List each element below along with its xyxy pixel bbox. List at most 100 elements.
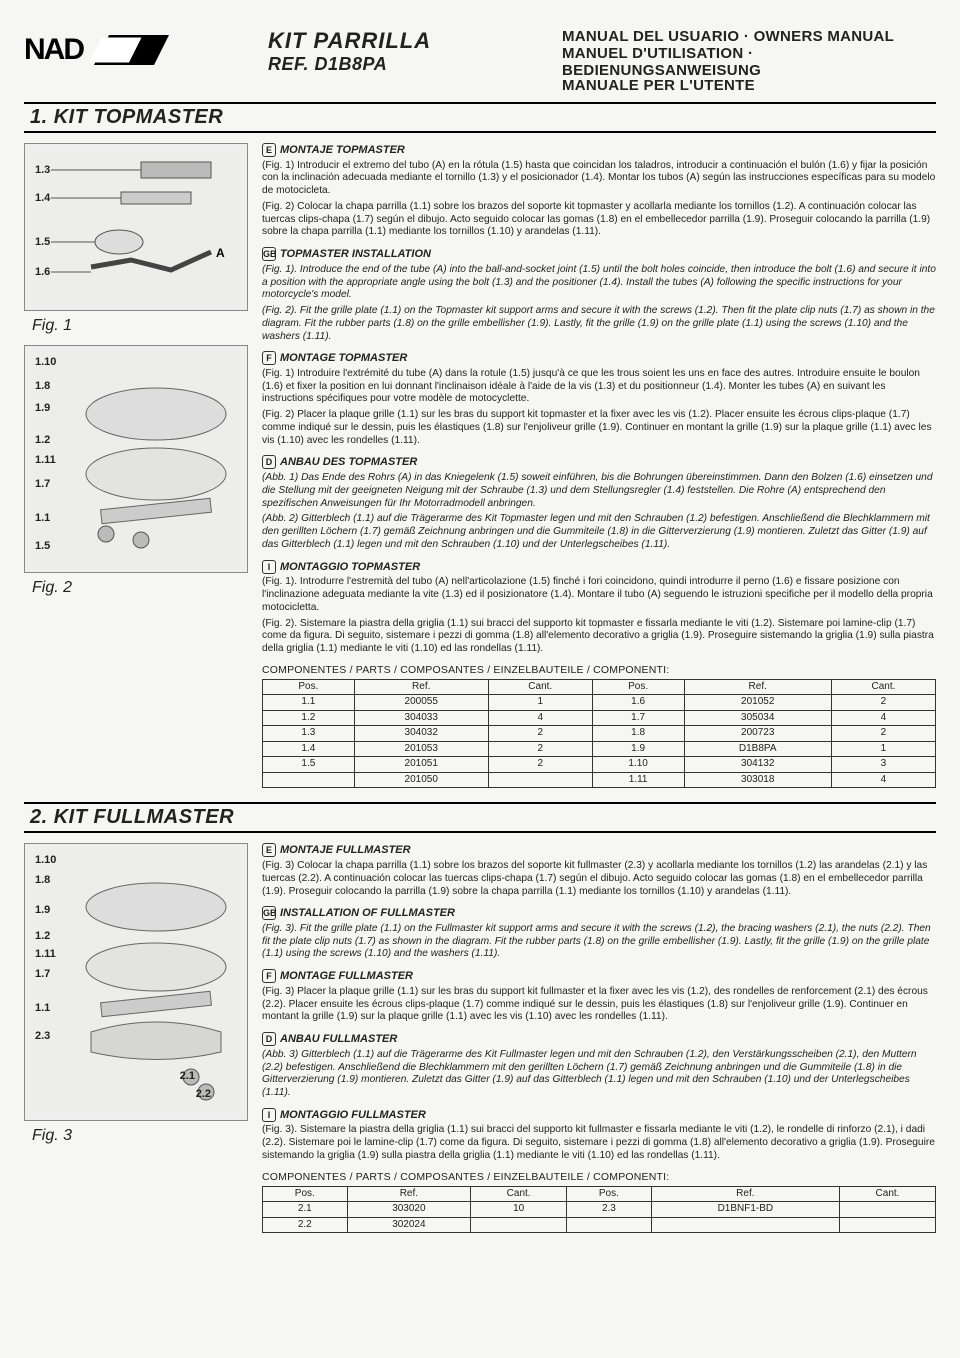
table-row: 1.420105321.9D1B8PA1 xyxy=(263,741,936,757)
lang-es-icon: E xyxy=(262,143,276,157)
svg-text:A: A xyxy=(216,246,225,260)
fig3-ref-1-1: 1.1 xyxy=(35,1002,50,1014)
lang-en-icon: GB xyxy=(262,906,276,920)
fig2-ref-1-9: 1.9 xyxy=(35,402,50,414)
s1-it-hdr: MONTAGGIO TOPMASTER xyxy=(280,561,420,573)
section2-header: 2. KIT FULLMASTER xyxy=(24,802,936,833)
s1-parts-table: Pos. Ref. Cant. Pos. Ref. Cant. 1.120005… xyxy=(262,679,936,789)
s2-es-hdr: MONTAJE FULLMASTER xyxy=(280,844,411,856)
figure-1-label: Fig. 1 xyxy=(32,317,248,335)
lang-de-icon: D xyxy=(262,455,276,469)
section1-text: E MONTAJE TOPMASTER (Fig. 1) Introducir e… xyxy=(262,143,936,788)
s1-fr-p1: (Fig. 1) Introduire l'extrémité du tube … xyxy=(262,368,936,406)
s2-parts-table: Pos. Ref. Cant. Pos. Ref. Cant. 2.130302… xyxy=(262,1186,936,1234)
fig2-ref-1-2: 1.2 xyxy=(35,434,50,446)
fig3-ref-2-1: 2.1 xyxy=(180,1070,195,1082)
fig3-ref-1-10: 1.10 xyxy=(35,854,56,866)
product-title: KIT PARRILLA REF. D1B8PA xyxy=(268,28,518,75)
s1-fr-block: F MONTAGE TOPMASTER (Fig. 1) Introduire l… xyxy=(262,351,936,447)
table-row: 2010501.113030184 xyxy=(263,772,936,788)
fig2-ref-1-10: 1.10 xyxy=(35,356,56,368)
fig3-ref-2-3: 2.3 xyxy=(35,1030,50,1042)
s1-en-p1: (Fig. 1). Introduce the end of the tube … xyxy=(262,264,936,302)
fig2-ref-1-8: 1.8 xyxy=(35,380,50,392)
fig3-ref-1-9: 1.9 xyxy=(35,904,50,916)
fig2-ref-1-1: 1.1 xyxy=(35,512,50,524)
s2-fr-p1: (Fig. 3) Placer la plaque grille (1.1) s… xyxy=(262,986,936,1024)
fig3-ref-1-2: 1.2 xyxy=(35,930,50,942)
s2-parts-title: COMPONENTES / PARTS / COMPOSANTES / EINZ… xyxy=(262,1171,936,1184)
s2-fr-block: F MONTAGE FULLMASTER (Fig. 3) Placer la p… xyxy=(262,969,936,1024)
s1-fr-p2: (Fig. 2) Placer la plaque grille (1.1) s… xyxy=(262,409,936,447)
s1-en-p2: (Fig. 2). Fit the grille plate (1.1) on … xyxy=(262,305,936,343)
s1-de-p2: (Abb. 2) Gitterblech (1.1) auf die Träge… xyxy=(262,513,936,551)
s1-es-hdr: MONTAJE TOPMASTER xyxy=(280,144,405,156)
figure-3: 1.10 1.8 1.9 1.2 1.11 1.7 1.1 2.3 2.1 2.… xyxy=(24,843,248,1121)
s1-en-hdr: TOPMASTER INSTALLATION xyxy=(280,248,431,260)
fig3-ref-1-11: 1.11 xyxy=(35,948,56,960)
table-row: 1.120005511.62010522 xyxy=(263,695,936,711)
fig3-ref-2-2: 2.2 xyxy=(196,1088,211,1100)
s1-it-p1: (Fig. 1). Introdurre l'estremità del tub… xyxy=(262,576,936,614)
fig1-ref-1-3: 1.3 xyxy=(35,164,50,176)
s2-fr-hdr: MONTAGE FULLMASTER xyxy=(280,970,413,982)
table-row: 1.520105121.103041323 xyxy=(263,757,936,773)
fig1-ref-1-5: 1.5 xyxy=(35,236,50,248)
table-row: 1.330403221.82007232 xyxy=(263,726,936,742)
s2-it-block: I MONTAGGIO FULLMASTER (Fig. 3). Sistemar… xyxy=(262,1108,936,1163)
table-header: Pos. Ref. Cant. Pos. Ref. Cant. xyxy=(263,679,936,695)
s2-es-block: E MONTAJE FULLMASTER (Fig. 3) Colocar la … xyxy=(262,843,936,898)
s1-es-block: E MONTAJE TOPMASTER (Fig. 1) Introducir e… xyxy=(262,143,936,239)
fig1-ref-1-6: 1.6 xyxy=(35,266,50,278)
s2-en-p1: (Fig. 3). Fit the grille plate (1.1) on … xyxy=(262,923,936,961)
s2-de-hdr: ANBAU FULLMASTER xyxy=(280,1033,397,1045)
table-row: 2.1303020102.3D1BNF1-BD xyxy=(263,1202,936,1218)
fig1-ref-1-4: 1.4 xyxy=(35,192,50,204)
section2-figures: 1.10 1.8 1.9 1.2 1.11 1.7 1.1 2.3 2.1 2.… xyxy=(24,843,248,1233)
fig2-ref-1-7: 1.7 xyxy=(35,478,50,490)
svg-text:NAD: NAD xyxy=(24,33,84,66)
table-header: Pos. Ref. Cant. Pos. Ref. Cant. xyxy=(263,1186,936,1202)
s1-it-p2: (Fig. 2). Sistemare la piastra della gri… xyxy=(262,618,936,656)
s1-es-p1: (Fig. 1) Introducir el extremo del tubo … xyxy=(262,160,936,198)
section2-title: 2. KIT FULLMASTER xyxy=(30,806,234,828)
section2-text: E MONTAJE FULLMASTER (Fig. 3) Colocar la … xyxy=(262,843,936,1233)
table-row: 2.2302024 xyxy=(263,1217,936,1233)
lang-fr-icon: F xyxy=(262,969,276,983)
fig2-ref-1-11: 1.11 xyxy=(35,454,56,466)
fig2-ref-1-5: 1.5 xyxy=(35,540,50,552)
lang-it-icon: I xyxy=(262,1108,276,1122)
s2-es-p1: (Fig. 3) Colocar la chapa parrilla (1.1)… xyxy=(262,860,936,898)
figure-2-label: Fig. 2 xyxy=(32,579,248,597)
figure-2: 1.10 1.8 1.9 1.2 1.11 1.7 1.1 1.5 xyxy=(24,345,248,573)
lang-fr-icon: F xyxy=(262,351,276,365)
s1-fr-hdr: MONTAGE TOPMASTER xyxy=(280,352,407,364)
manual-line1: MANUAL DEL USUARIO · OWNERS MANUAL xyxy=(562,28,936,45)
manual-titles: MANUAL DEL USUARIO · OWNERS MANUAL MANUE… xyxy=(562,28,936,94)
figure-1: A 1.3 1.4 1.5 1.6 xyxy=(24,143,248,311)
fig3-ref-1-7: 1.7 xyxy=(35,968,50,980)
s1-de-p1: (Abb. 1) Das Ende des Rohrs (A) in das K… xyxy=(262,472,936,510)
table-row: 1.230403341.73050344 xyxy=(263,710,936,726)
section1-header: 1. KIT TOPMASTER xyxy=(24,102,936,133)
lang-es-icon: E xyxy=(262,843,276,857)
lang-en-icon: GB xyxy=(262,247,276,261)
fig3-ref-1-8: 1.8 xyxy=(35,874,50,886)
s1-en-block: GB TOPMASTER INSTALLATION (Fig. 1). Intro… xyxy=(262,247,936,343)
figure-3-label: Fig. 3 xyxy=(32,1127,248,1145)
s2-it-hdr: MONTAGGIO FULLMASTER xyxy=(280,1109,426,1121)
s2-it-p1: (Fig. 3). Sistemare la piastra della gri… xyxy=(262,1124,936,1162)
manual-line2: MANUEL D'UTILISATION · BEDIENUNGSANWEISU… xyxy=(562,45,936,79)
s2-de-p1: (Abb. 3) Gitterblech (1.1) auf die Träge… xyxy=(262,1049,936,1100)
s1-it-block: I MONTAGGIO TOPMASTER (Fig. 1). Introdurr… xyxy=(262,560,936,656)
title-line2: REF. D1B8PA xyxy=(268,54,518,75)
s2-en-block: GBINSTALLATION OF FULLMASTER (Fig. 3). F… xyxy=(262,906,936,961)
manual-line3: MANUALE PER L'UTENTE xyxy=(562,77,936,94)
lang-it-icon: I xyxy=(262,560,276,574)
title-line1: KIT PARRILLA xyxy=(268,28,518,54)
s1-es-p2: (Fig. 2) Colocar la chapa parrilla (1.1)… xyxy=(262,201,936,239)
s1-de-hdr: ANBAU DES TOPMASTER xyxy=(280,456,417,468)
section1-figures: A 1.3 1.4 1.5 1.6 Fig. 1 1 xyxy=(24,143,248,788)
brand-logo: NAD xyxy=(24,28,204,72)
lang-de-icon: D xyxy=(262,1032,276,1046)
